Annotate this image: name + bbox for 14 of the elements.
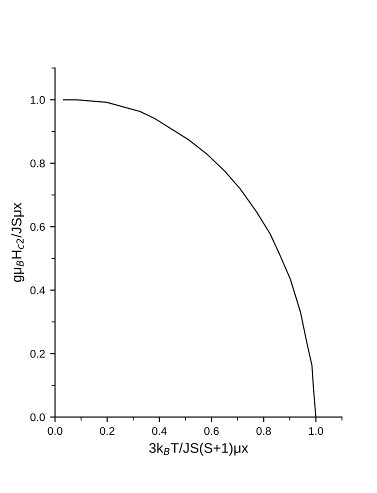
- y-tick-label: 0.6: [30, 222, 45, 231]
- y-tick-label: 0.0: [30, 413, 45, 422]
- x-tick-label: 0.8: [256, 427, 271, 435]
- y-tick-label: 0.8: [30, 159, 45, 168]
- x-axis-title: 3k$_{B}$T/JS(S+1)μx: [149, 442, 248, 456]
- y-axis-title: gμ$_{B}$H$_{c2}$/JSμx: [11, 202, 24, 282]
- x-tick-label: 0.0: [48, 427, 62, 435]
- y-tick-label: 0.4: [30, 286, 45, 294]
- y-tick-label: 0.2: [30, 350, 45, 358]
- x-tick-label: 0.4: [152, 427, 167, 435]
- x-tick-label: 0.2: [100, 427, 114, 435]
- x-tick-label: 0.6: [204, 427, 219, 435]
- y-tick-label: 1.0: [30, 96, 45, 104]
- x-tick-label: 1.0: [308, 427, 324, 435]
